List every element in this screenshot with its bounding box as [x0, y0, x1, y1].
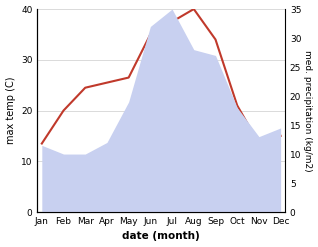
Y-axis label: med. precipitation (kg/m2): med. precipitation (kg/m2): [303, 50, 313, 171]
Y-axis label: max temp (C): max temp (C): [5, 77, 16, 144]
X-axis label: date (month): date (month): [122, 231, 200, 242]
